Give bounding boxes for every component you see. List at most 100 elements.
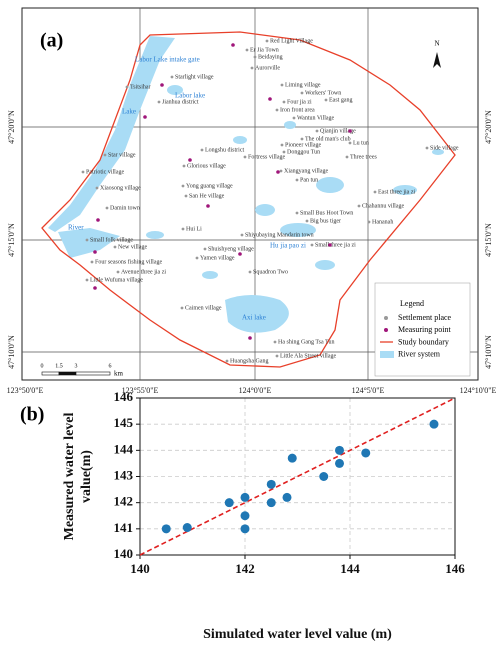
settlement-dot (275, 108, 279, 112)
place-label: East three jia zi (378, 189, 415, 195)
measuring-point (238, 252, 242, 256)
measuring-point (248, 336, 252, 340)
place-label: East gang (329, 97, 353, 103)
lake (280, 223, 316, 237)
y-tick-label: 145 (114, 415, 134, 430)
place-label: Star village (108, 152, 136, 158)
place-label: Yong guang village (186, 183, 233, 189)
point (361, 448, 371, 458)
x-tick-label: 142 (235, 561, 255, 576)
legend-title: Legend (400, 299, 424, 308)
settlement-dot (315, 129, 319, 133)
panel-label: (a) (40, 30, 63, 52)
place-label: New village (118, 244, 147, 250)
settlement-dot (181, 184, 185, 188)
settlement-dot (113, 245, 117, 249)
x-tick-label: 140 (130, 561, 150, 576)
river (58, 228, 120, 258)
settlement-dot (425, 146, 429, 150)
place-label: Tsitsihar (130, 84, 151, 90)
lake (284, 121, 296, 129)
settlement-dot (225, 359, 229, 363)
measuring-point (206, 204, 210, 208)
place-label: Longshu district (205, 147, 244, 153)
point (240, 492, 250, 502)
point (240, 511, 250, 521)
point (224, 498, 234, 508)
point (335, 458, 344, 468)
lat-label: 47°20'0"N (7, 110, 16, 144)
measuring-point (160, 83, 164, 87)
place-label: Lu tun (353, 140, 369, 146)
lake (225, 295, 289, 333)
place-label: Xiaosong village (100, 185, 141, 191)
measuring-point (276, 170, 280, 174)
place-label: Chahannu village (362, 203, 404, 209)
settlement-dot (125, 85, 129, 89)
place-label: Fortress village (248, 154, 285, 160)
lake (255, 204, 275, 216)
y-tick-label: 144 (114, 441, 134, 456)
y-tick-label: 143 (114, 467, 134, 482)
settlement-dot (253, 55, 257, 59)
settlement-dot (348, 141, 352, 145)
place-label: Workers' Town (305, 90, 341, 96)
scatter-panel: (b) 140 142 144 146 140 141 142 143 144 145 146 Simu… (20, 389, 465, 642)
place-label: Aurorville (255, 65, 280, 71)
settlement-dot (170, 75, 174, 79)
lat-label: 47°10'0"N (7, 335, 16, 369)
water-label: River (68, 224, 84, 232)
lake (432, 149, 444, 155)
lat-label: 47°15'0"N (7, 223, 16, 257)
point (335, 445, 344, 455)
river-system (48, 36, 444, 333)
settlement-dot (250, 66, 254, 70)
lake (316, 177, 344, 193)
place-label: Shuishyeng village (208, 246, 254, 252)
legend-label: Measuring point (398, 325, 451, 334)
point (287, 453, 297, 463)
lake (315, 260, 335, 270)
place-label: Damin town (110, 205, 140, 211)
place-label: Four jia zi (287, 99, 312, 105)
legend-label: River system (398, 350, 441, 359)
reference-line (139, 397, 456, 556)
place-label: Wantun Village (297, 115, 335, 121)
place-label: Squadron Two (253, 269, 288, 275)
settlement-dot (90, 260, 94, 264)
settlement-dot (248, 270, 252, 274)
measuring-point (268, 97, 272, 101)
place-label: Huangsha Gang (230, 358, 269, 364)
lat-label: 47°10'0"N (484, 335, 493, 369)
lon-label: 123°55'0"E (122, 386, 159, 395)
lake (167, 85, 183, 95)
settlement-dot (280, 143, 284, 147)
x-tick-label: 146 (445, 561, 465, 576)
lat-label: 47°15'0"N (484, 223, 493, 257)
point (282, 492, 292, 502)
settlement-dot (279, 169, 283, 173)
settlement-dot (240, 233, 244, 237)
place-label: Three trees (350, 154, 377, 160)
place-label: Er Jia Town (250, 47, 279, 53)
settlement-dot (357, 204, 361, 208)
lake (233, 136, 247, 144)
settlement-dot (265, 39, 269, 43)
settlement-dot (243, 155, 247, 159)
point (182, 523, 192, 533)
north-arrow: N (433, 40, 441, 68)
legend-label: Settlement place (398, 313, 452, 322)
place-label: Four seasons fishing village (95, 258, 162, 265)
settlement-dot (310, 243, 314, 247)
place-label: Hananah (372, 219, 393, 225)
settlement-dot (282, 100, 286, 104)
legend-symbol (384, 328, 388, 332)
settlement-dot (195, 256, 199, 260)
settlement-dot (157, 100, 161, 104)
settlement-dot (105, 206, 109, 210)
settlement-dot (275, 354, 279, 358)
measuring-point (188, 158, 192, 162)
y-tick-label: 146 (114, 389, 134, 404)
legend-label: Study boundary (398, 337, 449, 346)
legend-symbol (380, 351, 394, 358)
